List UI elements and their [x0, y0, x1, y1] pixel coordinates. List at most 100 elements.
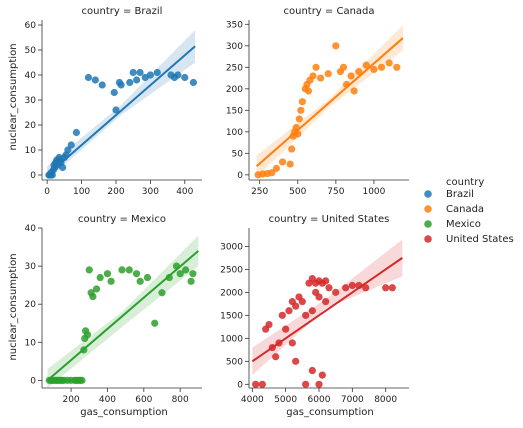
data-point — [347, 72, 355, 80]
data-point — [136, 68, 144, 77]
data-point — [278, 158, 287, 166]
data-point — [312, 63, 320, 71]
data-point — [385, 59, 393, 67]
panel-mexico: country = Mexico 200 400 600 800 0 10 20 30 40 — [25, 214, 202, 405]
y-tick-label: 30 — [25, 262, 37, 272]
legend-marker — [424, 235, 432, 243]
legend-marker — [424, 220, 432, 228]
data-point — [282, 325, 290, 333]
y-tick-label: 2500 — [220, 265, 243, 275]
data-point — [133, 76, 141, 84]
data-point — [143, 273, 152, 282]
y-tick-label: 500 — [226, 357, 243, 367]
data-point — [332, 288, 340, 296]
legend-title: country — [446, 177, 484, 188]
data-point — [332, 42, 340, 50]
y-tick-label: 1000 — [220, 334, 243, 344]
data-point — [393, 63, 401, 71]
data-point — [181, 73, 189, 82]
confidence-band — [252, 239, 403, 376]
data-point — [118, 266, 126, 274]
x-tick-label: 600 — [135, 395, 152, 405]
data-point — [189, 78, 197, 87]
x-axis-label-left: gas_consumption — [80, 407, 167, 418]
y-axis-label-bottom: nuclear_consumption — [8, 253, 19, 360]
y-tick-label: 150 — [226, 106, 243, 116]
x-tick-label: 4000 — [241, 395, 264, 405]
panel-title: country = Canada — [283, 6, 374, 17]
y-tick-label: 3000 — [220, 242, 243, 252]
data-point — [268, 169, 276, 177]
x-tick-label: 400 — [99, 395, 116, 405]
data-point — [182, 266, 190, 274]
data-point — [98, 81, 106, 89]
y-tick-label: 0 — [237, 380, 243, 390]
data-point — [355, 68, 363, 76]
data-point — [103, 270, 112, 278]
data-point — [302, 380, 310, 388]
y-axis-label-top: nuclear_consumption — [8, 43, 19, 150]
y-tick-label: 0 — [30, 171, 36, 181]
data-point — [285, 307, 293, 315]
x-tick-label: 200 — [62, 395, 79, 405]
data-point — [125, 266, 133, 274]
data-point — [107, 277, 115, 285]
legend-marker — [424, 205, 432, 213]
data-point — [350, 87, 358, 95]
data-point — [89, 292, 97, 301]
y-tick-label: 20 — [25, 121, 37, 131]
data-point — [112, 106, 120, 114]
legend-entry: Canada — [446, 204, 484, 215]
data-point — [96, 273, 104, 282]
y-tick-label: 50 — [232, 149, 244, 159]
data-point — [370, 65, 378, 74]
data-point — [308, 366, 316, 375]
x-tick-label: 1000 — [362, 187, 385, 197]
data-point — [322, 297, 330, 306]
panel-canada: country = Canada 250 500 750 1000 0 50 100 150 20… — [226, 6, 409, 197]
data-point — [288, 339, 296, 347]
x-tick-label: 400 — [176, 187, 193, 197]
data-point — [158, 289, 166, 297]
x-tick-label: 6000 — [308, 395, 331, 405]
data-point — [146, 71, 154, 79]
x-axis-label-right: gas_consumption — [286, 407, 373, 418]
x-tick-label: 8000 — [374, 395, 397, 405]
data-point — [339, 63, 348, 71]
panel-title: country = Brazil — [82, 6, 163, 17]
x-tick-label: 100 — [73, 187, 90, 197]
legend-marker — [424, 190, 432, 198]
data-point — [132, 270, 141, 278]
confidence-band — [47, 235, 199, 388]
x-tick-label: 500 — [289, 187, 306, 197]
data-point — [59, 163, 67, 172]
data-point — [252, 380, 260, 388]
y-tick-label: 300 — [226, 42, 243, 52]
data-point — [165, 273, 173, 282]
data-point — [92, 285, 101, 293]
y-tick-label: 100 — [226, 128, 243, 138]
data-point — [309, 72, 317, 80]
legend-entry: United States — [446, 234, 514, 245]
y-tick-label: 40 — [25, 71, 37, 81]
y-tick-label: 40 — [25, 224, 37, 234]
data-point — [176, 270, 184, 278]
data-point — [377, 63, 386, 71]
data-point — [78, 376, 86, 384]
data-point — [189, 270, 197, 278]
data-point — [325, 284, 333, 292]
data-point — [362, 61, 370, 69]
y-tick-label: 50 — [25, 46, 37, 56]
data-point — [295, 115, 303, 123]
x-tick-label: 800 — [172, 395, 189, 405]
data-point — [298, 98, 306, 106]
regression-line — [46, 250, 200, 382]
y-tick-label: 0 — [237, 171, 243, 181]
y-tick-label: 1500 — [220, 311, 243, 321]
data-point — [315, 380, 323, 388]
data-point — [117, 81, 125, 89]
x-tick-label: 0 — [44, 187, 50, 197]
